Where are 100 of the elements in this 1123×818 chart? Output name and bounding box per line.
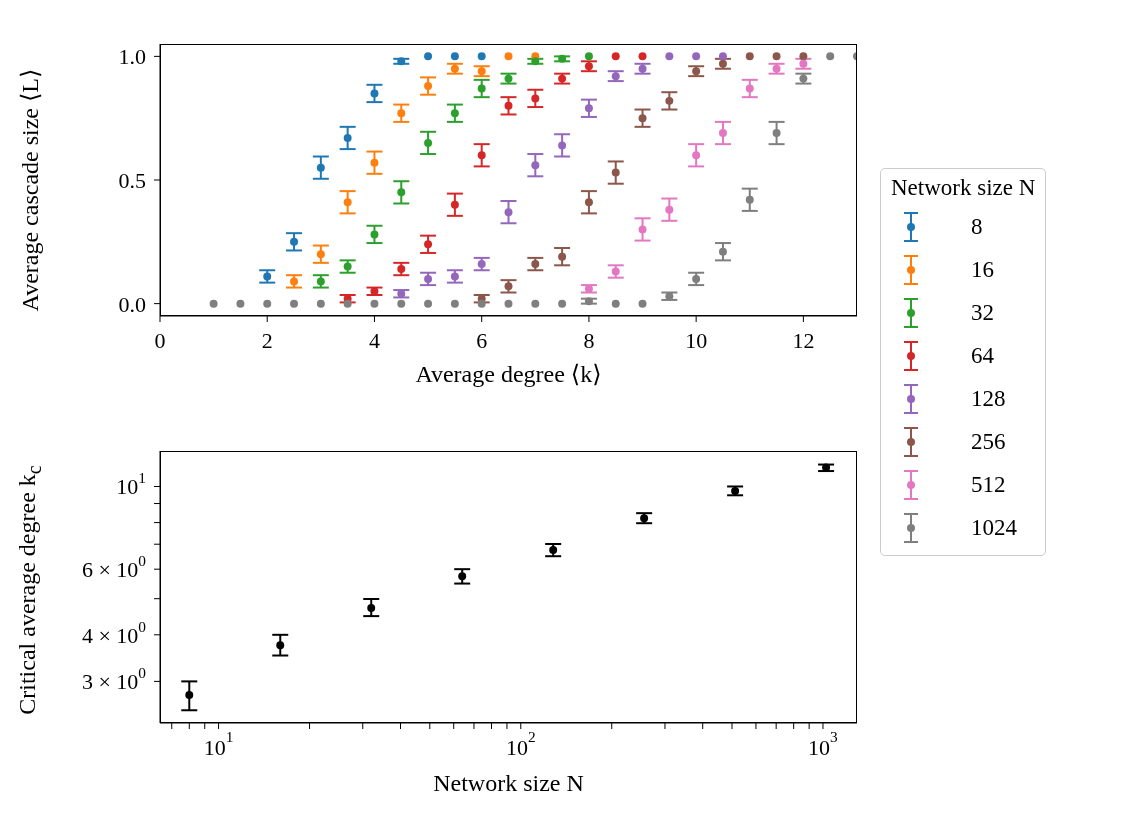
legend-label: 32 bbox=[971, 299, 994, 326]
y-tick-label: 0.0 bbox=[118, 291, 146, 317]
point bbox=[745, 84, 754, 93]
x-tick-label: 4 bbox=[368, 328, 380, 353]
point bbox=[611, 299, 620, 308]
point bbox=[424, 274, 433, 283]
point bbox=[745, 195, 754, 204]
legend-label: 64 bbox=[971, 342, 994, 369]
legend-title: Network size N bbox=[891, 175, 1036, 201]
point bbox=[638, 52, 647, 61]
point bbox=[477, 260, 486, 269]
x-tick-label: 6 bbox=[476, 328, 488, 353]
point bbox=[826, 52, 835, 61]
x-tick-label: 12 bbox=[792, 328, 815, 353]
point bbox=[477, 299, 486, 308]
point bbox=[638, 225, 647, 234]
point bbox=[367, 604, 376, 612]
x-tick-label: 10$^{3}$ bbox=[808, 727, 839, 760]
point bbox=[276, 641, 285, 650]
point bbox=[316, 250, 325, 259]
point bbox=[718, 129, 727, 137]
point bbox=[692, 274, 701, 283]
legend-label: 256 bbox=[971, 428, 1006, 455]
point bbox=[477, 52, 486, 61]
point bbox=[584, 52, 593, 61]
point bbox=[263, 299, 272, 308]
point bbox=[718, 52, 727, 61]
point bbox=[290, 237, 299, 246]
point bbox=[504, 208, 513, 217]
point bbox=[638, 114, 647, 123]
point bbox=[236, 299, 245, 308]
y-tick-label: 10$^{1}$ bbox=[116, 469, 146, 499]
x-tick-label: 2 bbox=[261, 328, 273, 353]
point bbox=[692, 151, 701, 160]
legend-label: 16 bbox=[971, 256, 994, 283]
point bbox=[692, 52, 701, 61]
point bbox=[504, 52, 513, 61]
legend-label: 8 bbox=[971, 213, 983, 240]
point bbox=[558, 141, 567, 150]
point bbox=[424, 52, 433, 61]
point bbox=[343, 198, 352, 207]
point bbox=[397, 109, 406, 118]
point bbox=[584, 104, 593, 113]
legend-label: 1024 bbox=[971, 514, 1017, 541]
point bbox=[665, 52, 674, 61]
point bbox=[504, 299, 513, 308]
point bbox=[504, 101, 513, 110]
y-axis-title: Average cascade size ⟨L⟩ bbox=[16, 68, 44, 312]
point bbox=[799, 52, 808, 61]
point bbox=[370, 299, 379, 308]
point bbox=[450, 299, 459, 308]
point bbox=[531, 94, 540, 103]
y-tick-label: 6 × 10$^{0}$ bbox=[81, 552, 147, 582]
point bbox=[745, 52, 754, 61]
point bbox=[185, 690, 194, 699]
point bbox=[531, 161, 540, 170]
x-tick-label: 10$^{1}$ bbox=[203, 727, 234, 760]
point bbox=[316, 163, 325, 172]
legend-label: 128 bbox=[971, 385, 1006, 412]
point bbox=[558, 299, 567, 308]
point bbox=[584, 198, 593, 207]
point bbox=[477, 84, 486, 93]
point bbox=[370, 230, 379, 239]
point bbox=[209, 299, 218, 308]
point bbox=[424, 82, 433, 91]
point bbox=[531, 260, 540, 269]
point bbox=[424, 240, 433, 249]
x-tick-label: 10 bbox=[685, 328, 708, 353]
point bbox=[531, 299, 540, 308]
point bbox=[370, 89, 379, 98]
point bbox=[458, 572, 467, 581]
x-axis-title: Average degree ⟨k⟩ bbox=[414, 360, 603, 388]
y-tick-label: 4 × 10$^{0}$ bbox=[81, 617, 147, 648]
y-tick-label: 1.0 bbox=[118, 43, 146, 69]
point bbox=[718, 247, 727, 256]
x-tick-label: 0 bbox=[154, 328, 166, 353]
point bbox=[611, 52, 620, 61]
point bbox=[397, 265, 406, 273]
point bbox=[424, 138, 433, 147]
point bbox=[450, 52, 459, 61]
point bbox=[450, 109, 459, 118]
point bbox=[316, 299, 325, 308]
point bbox=[397, 299, 406, 308]
point bbox=[343, 299, 352, 308]
point bbox=[611, 168, 620, 177]
point bbox=[665, 205, 674, 214]
y-tick-label: 3 × 10$^{0}$ bbox=[81, 664, 147, 694]
x-tick-label: 8 bbox=[583, 328, 595, 353]
point bbox=[665, 96, 674, 105]
x-tick-label: 10$^{2}$ bbox=[505, 727, 536, 760]
point bbox=[772, 52, 781, 61]
point bbox=[397, 188, 406, 197]
point bbox=[370, 158, 379, 167]
point bbox=[290, 299, 299, 308]
point bbox=[638, 299, 647, 308]
x-axis-title: Network size N bbox=[432, 770, 585, 797]
point bbox=[424, 299, 433, 308]
point bbox=[772, 129, 781, 137]
point bbox=[558, 252, 567, 261]
point bbox=[343, 133, 352, 142]
